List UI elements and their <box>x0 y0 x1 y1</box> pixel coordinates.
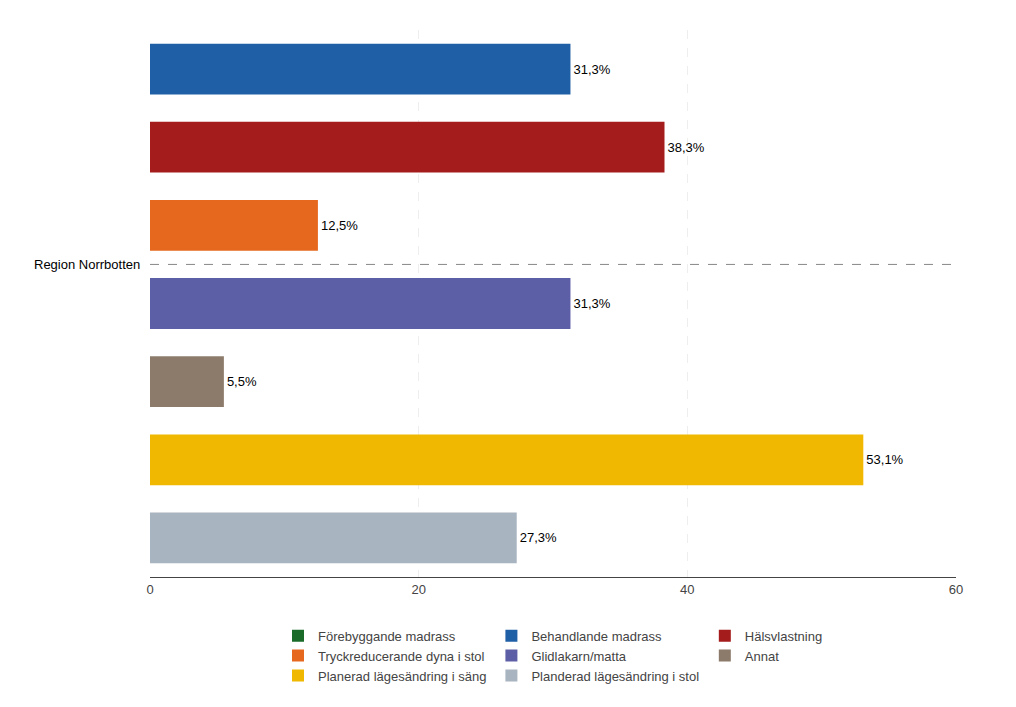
svg-text:Förebyggande madrass: Förebyggande madrass <box>318 629 456 644</box>
svg-text:Planerad lägesändring i säng: Planerad lägesändring i säng <box>318 669 486 684</box>
svg-text:40: 40 <box>680 582 694 597</box>
svg-text:5,5%: 5,5% <box>227 374 257 389</box>
svg-text:Region Norrbotten: Region Norrbotten <box>34 257 140 272</box>
svg-text:Annat: Annat <box>745 649 779 664</box>
svg-text:27,3%: 27,3% <box>520 530 557 545</box>
svg-text:Planderad lägesändring i stol: Planderad lägesändring i stol <box>531 669 699 684</box>
svg-text:20: 20 <box>411 582 425 597</box>
svg-text:Behandlande madrass: Behandlande madrass <box>531 629 662 644</box>
svg-text:12,5%: 12,5% <box>321 218 358 233</box>
svg-text:38,3%: 38,3% <box>668 140 705 155</box>
svg-text:53,1%: 53,1% <box>866 452 903 467</box>
svg-text:31,3%: 31,3% <box>573 296 610 311</box>
svg-text:60: 60 <box>949 582 963 597</box>
svg-text:Glidlakarn/matta: Glidlakarn/matta <box>531 649 626 664</box>
svg-text:Hälsvlastning: Hälsvlastning <box>745 629 822 644</box>
svg-text:0: 0 <box>146 582 153 597</box>
svg-text:31,3%: 31,3% <box>573 62 610 77</box>
svg-text:Tryckreducerande dyna i stol: Tryckreducerande dyna i stol <box>318 649 485 664</box>
